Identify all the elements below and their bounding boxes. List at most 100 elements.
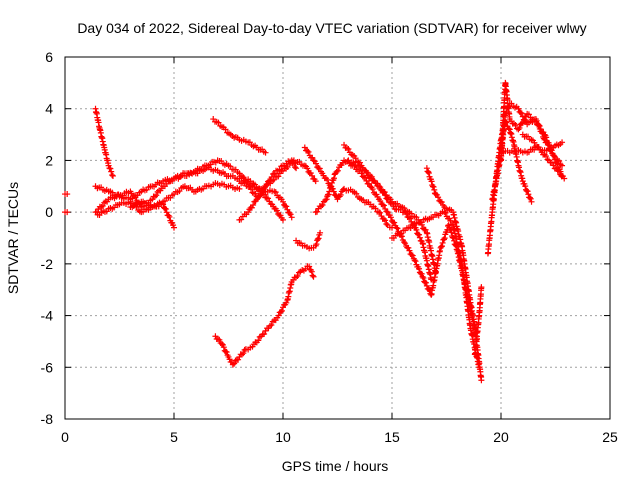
data-point-marker bbox=[268, 322, 275, 329]
data-point-marker bbox=[526, 194, 533, 201]
data-point-marker bbox=[267, 177, 274, 184]
data-point-marker bbox=[432, 268, 439, 275]
data-point-marker bbox=[312, 178, 319, 185]
data-point-marker bbox=[391, 219, 398, 226]
data-point-marker bbox=[525, 111, 532, 118]
data-point-marker bbox=[432, 191, 439, 198]
data-point-marker bbox=[337, 191, 344, 198]
y-axis-label: SDTVAR / TECUs bbox=[5, 182, 21, 294]
data-point-marker bbox=[352, 155, 359, 162]
data-point-marker bbox=[478, 377, 485, 384]
data-point-marker bbox=[431, 186, 438, 193]
data-point-marker bbox=[543, 134, 550, 141]
data-point-marker bbox=[518, 110, 525, 117]
data-point-marker bbox=[308, 268, 315, 275]
data-point-marker bbox=[151, 193, 158, 200]
data-point-marker bbox=[263, 181, 270, 188]
y-tick-label: -2 bbox=[41, 256, 54, 272]
data-point-marker bbox=[215, 336, 222, 343]
y-tick-label: -8 bbox=[41, 411, 54, 427]
data-point-marker bbox=[380, 216, 387, 223]
data-point-marker bbox=[290, 160, 297, 167]
data-point-marker bbox=[309, 154, 316, 161]
data-point-marker bbox=[154, 188, 161, 195]
data-point-marker bbox=[551, 153, 558, 160]
data-point-marker bbox=[229, 361, 236, 368]
data-point-marker bbox=[333, 168, 340, 175]
data-point-marker bbox=[375, 183, 382, 190]
data-point-marker bbox=[310, 157, 317, 164]
data-point-marker bbox=[441, 235, 448, 242]
data-point-marker bbox=[153, 192, 160, 199]
data-point-marker bbox=[330, 175, 337, 182]
data-point-marker bbox=[305, 148, 312, 155]
data-point-marker bbox=[265, 195, 272, 202]
data-point-marker bbox=[555, 168, 562, 175]
data-point-marker bbox=[416, 231, 423, 238]
data-point-marker bbox=[515, 105, 522, 112]
data-point-marker bbox=[218, 341, 225, 348]
data-point-marker bbox=[416, 265, 423, 272]
data-point-marker bbox=[428, 178, 435, 185]
data-point-marker bbox=[315, 235, 322, 242]
data-point-marker bbox=[343, 145, 350, 152]
data-point-marker bbox=[249, 189, 256, 196]
data-point-marker bbox=[277, 212, 284, 219]
data-point-marker bbox=[250, 201, 257, 208]
data-point-marker bbox=[162, 206, 169, 213]
data-point-marker bbox=[478, 284, 485, 291]
data-point-marker bbox=[447, 217, 454, 224]
data-point-marker bbox=[341, 141, 348, 148]
data-point-marker bbox=[313, 241, 320, 248]
data-point-marker bbox=[216, 336, 223, 343]
plot-frame bbox=[64, 56, 611, 420]
data-point-marker bbox=[273, 207, 280, 214]
data-point-marker bbox=[548, 147, 555, 154]
data-point-marker bbox=[561, 175, 568, 182]
x-axis-label: GPS time / hours bbox=[282, 458, 389, 474]
data-point-marker bbox=[519, 119, 526, 126]
data-point-marker bbox=[436, 247, 443, 254]
data-point-marker bbox=[255, 337, 262, 344]
data-point-marker bbox=[382, 217, 389, 224]
data-point-marker bbox=[109, 172, 116, 179]
data-point-marker bbox=[425, 168, 432, 175]
data-point-marker bbox=[448, 221, 455, 228]
data-point-marker bbox=[248, 204, 255, 211]
data-point-marker bbox=[284, 164, 291, 171]
chart-title: Day 034 of 2022, Sidereal Day-to-day VTE… bbox=[77, 20, 586, 36]
data-point-marker bbox=[423, 282, 430, 289]
data-point-marker bbox=[353, 190, 360, 197]
data-point-marker bbox=[310, 273, 317, 280]
data-point-marker bbox=[438, 199, 445, 206]
data-point-marker bbox=[327, 184, 334, 191]
axis-ticks: 0 5 10 15 20 25 -8 -6 -4 -2 0 2 4 6 bbox=[41, 49, 618, 445]
x-tick-label: 20 bbox=[493, 429, 509, 445]
data-point-marker bbox=[531, 139, 538, 146]
data-point-marker bbox=[372, 205, 379, 212]
data-point-marker bbox=[306, 263, 313, 270]
data-point-marker bbox=[236, 185, 243, 192]
x-tick-label: 25 bbox=[602, 429, 618, 445]
data-point-marker bbox=[550, 162, 557, 169]
x-tick-label: 15 bbox=[384, 429, 400, 445]
data-point-marker bbox=[309, 272, 316, 279]
data-point-marker bbox=[262, 149, 269, 156]
data-point-marker bbox=[307, 170, 314, 177]
data-point-marker bbox=[163, 209, 170, 216]
data-point-marker bbox=[269, 318, 276, 325]
data-point-marker bbox=[439, 239, 446, 246]
data-point-marker bbox=[231, 360, 238, 367]
data-point-marker bbox=[522, 183, 529, 190]
data-point-marker bbox=[532, 118, 539, 125]
data-point-marker bbox=[339, 186, 346, 193]
data-point-marker bbox=[314, 208, 321, 215]
data-point-marker bbox=[262, 183, 269, 190]
data-point-marker bbox=[413, 226, 420, 233]
data-point-marker bbox=[546, 142, 553, 149]
data-point-marker bbox=[412, 258, 419, 265]
x-tick-label: 10 bbox=[275, 429, 291, 445]
data-point-marker bbox=[291, 164, 298, 171]
data-point-marker bbox=[108, 168, 115, 175]
data-point-marker bbox=[322, 197, 329, 204]
